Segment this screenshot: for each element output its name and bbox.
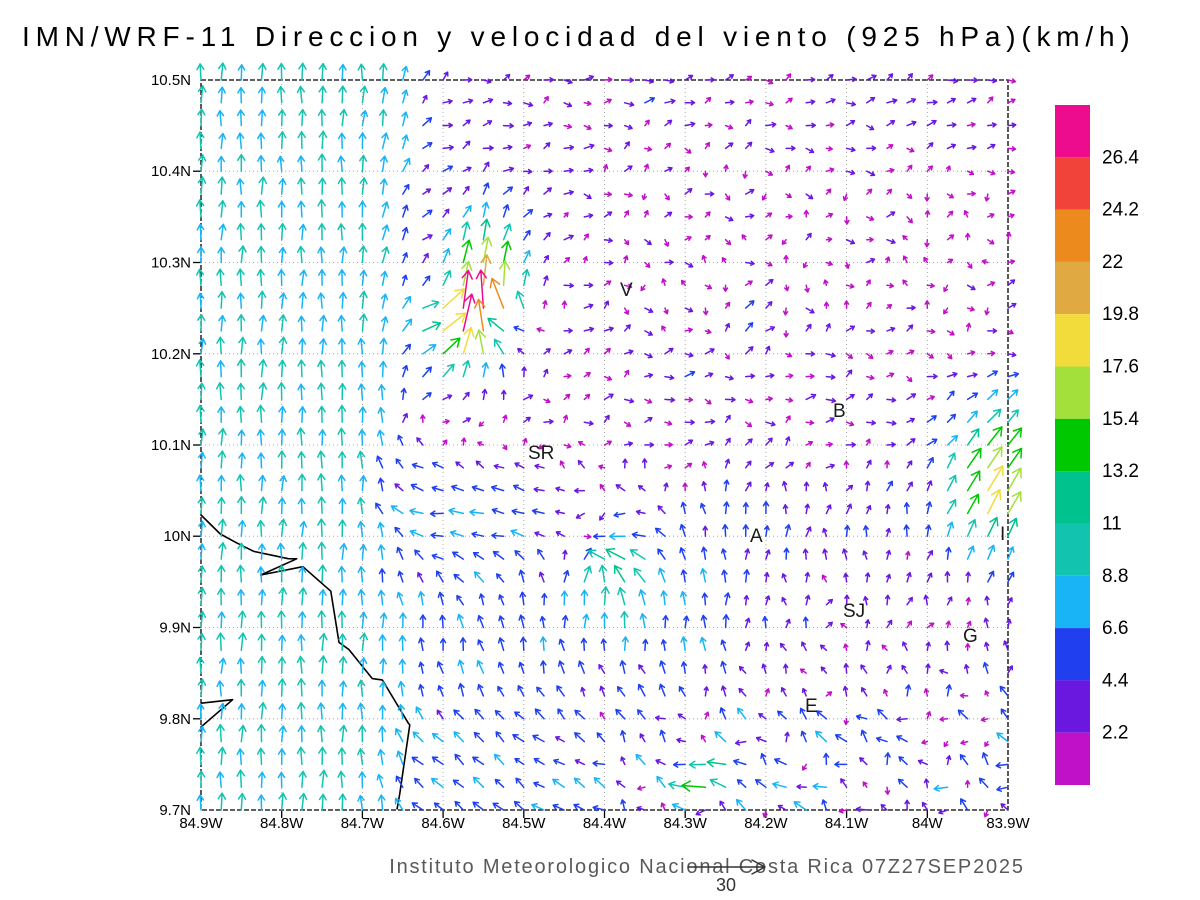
svg-text:84.3W: 84.3W [664,815,708,832]
svg-text:84.8W: 84.8W [260,815,304,832]
svg-text:9.9N: 9.9N [159,620,191,637]
svg-text:SR: SR [528,443,554,464]
svg-text:9.7N: 9.7N [159,802,191,819]
svg-text:10.4N: 10.4N [151,163,191,180]
svg-text:10.1N: 10.1N [151,437,191,454]
svg-text:84.7W: 84.7W [341,815,385,832]
svg-text:9.8N: 9.8N [159,711,191,728]
svg-text:10.3N: 10.3N [151,255,191,272]
svg-text:A: A [750,526,763,547]
svg-text:G: G [963,626,978,647]
svg-text:15.4: 15.4 [1102,409,1139,430]
svg-text:84.2W: 84.2W [744,815,788,832]
svg-text:83.9W: 83.9W [986,815,1030,832]
svg-text:30: 30 [716,875,736,895]
svg-text:11: 11 [1102,513,1122,534]
svg-text:IMN/WRF-11 Direccion y velocid: IMN/WRF-11 Direccion y velocidad del vie… [22,21,1136,52]
svg-text:E: E [805,696,818,717]
svg-text:6.6: 6.6 [1102,618,1128,639]
svg-text:84.1W: 84.1W [825,815,869,832]
svg-text:10.2N: 10.2N [151,346,191,363]
svg-text:84W: 84W [912,815,944,832]
svg-text:8.8: 8.8 [1102,566,1128,587]
svg-text:10N: 10N [163,528,191,545]
svg-text:I: I [1000,524,1005,545]
svg-text:24.2: 24.2 [1102,200,1139,221]
svg-text:26.4: 26.4 [1102,147,1139,168]
svg-text:B: B [833,401,846,422]
svg-text:V: V [620,280,633,301]
svg-text:2.2: 2.2 [1102,723,1128,744]
svg-text:19.8: 19.8 [1102,304,1139,325]
svg-text:22: 22 [1102,252,1123,273]
svg-text:SJ: SJ [843,601,865,622]
svg-text:10.5N: 10.5N [151,72,191,89]
svg-text:84.6W: 84.6W [421,815,465,832]
svg-text:4.4: 4.4 [1102,670,1129,691]
svg-text:84.5W: 84.5W [502,815,546,832]
svg-text:13.2: 13.2 [1102,461,1139,482]
svg-text:17.6: 17.6 [1102,357,1139,378]
svg-text:84.4W: 84.4W [583,815,627,832]
